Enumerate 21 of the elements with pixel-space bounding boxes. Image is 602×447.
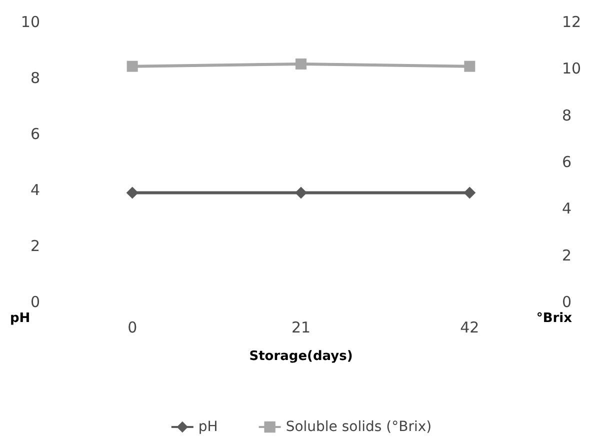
legend-label: Soluble solids (°Brix) (286, 419, 432, 435)
y2-tick-label: 8 (562, 106, 572, 124)
y2-tick-label: 6 (562, 153, 572, 171)
y2-tick-label: 12 (562, 13, 582, 31)
y-tick-label: 6 (30, 125, 40, 143)
y-tick-label: 8 (30, 69, 40, 87)
y-tick-label: 10 (20, 13, 40, 31)
y-tick-label: 0 (30, 293, 40, 311)
y2-tick-label: 0 (562, 293, 572, 311)
y-tick-label: 4 (30, 181, 40, 199)
x-axis-title: Storage(days) (249, 349, 353, 364)
y2-tick-label: 4 (562, 200, 572, 218)
y-axis-title: pH (10, 311, 30, 326)
y2-axis-title: °Brix (536, 311, 573, 326)
y-tick-label: 2 (30, 237, 40, 255)
legend-label: pH (198, 419, 218, 435)
x-tick-label: 21 (291, 318, 311, 336)
x-tick-label: 0 (128, 318, 138, 336)
y2-tick-label: 10 (562, 60, 582, 78)
x-tick-label: 42 (460, 318, 480, 336)
y2-tick-label: 2 (562, 246, 572, 264)
